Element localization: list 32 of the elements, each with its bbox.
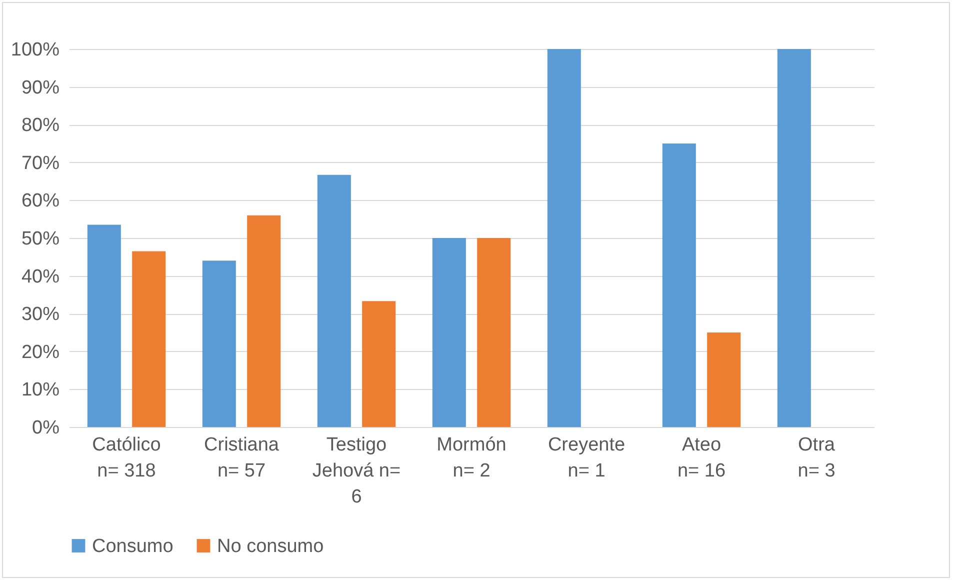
x-tick-label: Otra n= 3	[798, 434, 836, 482]
y-tick-label: 30%	[21, 304, 60, 326]
x-tick-label: Católico n= 318	[92, 434, 161, 482]
x-tick-label: Creyente n= 1	[548, 434, 626, 482]
y-tick-label: 10%	[21, 380, 60, 401]
x-tick-label: Mormón n= 2	[436, 434, 506, 482]
y-tick-label: 20%	[21, 342, 60, 363]
bar	[362, 301, 396, 427]
bar	[777, 49, 811, 427]
y-tick-label: 90%	[21, 77, 60, 98]
bar	[317, 174, 351, 427]
bar	[132, 251, 166, 427]
legend-label: No consumo	[217, 536, 324, 557]
x-tick-label: Ateo n= 16	[677, 434, 726, 482]
y-tick-label: 50%	[21, 228, 60, 250]
y-tick-label: 0%	[32, 418, 60, 438]
bar	[547, 49, 581, 427]
bar	[477, 238, 511, 427]
x-tick-label: Testigo Jehová n= 6	[312, 434, 401, 508]
bar	[432, 238, 466, 427]
legend-label: Consumo	[92, 536, 174, 557]
bar	[247, 215, 281, 427]
y-tick-label: 80%	[21, 115, 60, 136]
y-tick-label: 60%	[21, 190, 60, 212]
x-tick-label: Cristiana n= 57	[204, 434, 280, 482]
y-tick-label: 40%	[21, 266, 60, 288]
bar	[662, 144, 696, 427]
bar	[87, 224, 121, 427]
y-tick-label: 100%	[10, 40, 60, 60]
bar	[707, 332, 741, 427]
bar	[202, 260, 236, 427]
y-tick-label: 70%	[21, 152, 60, 174]
